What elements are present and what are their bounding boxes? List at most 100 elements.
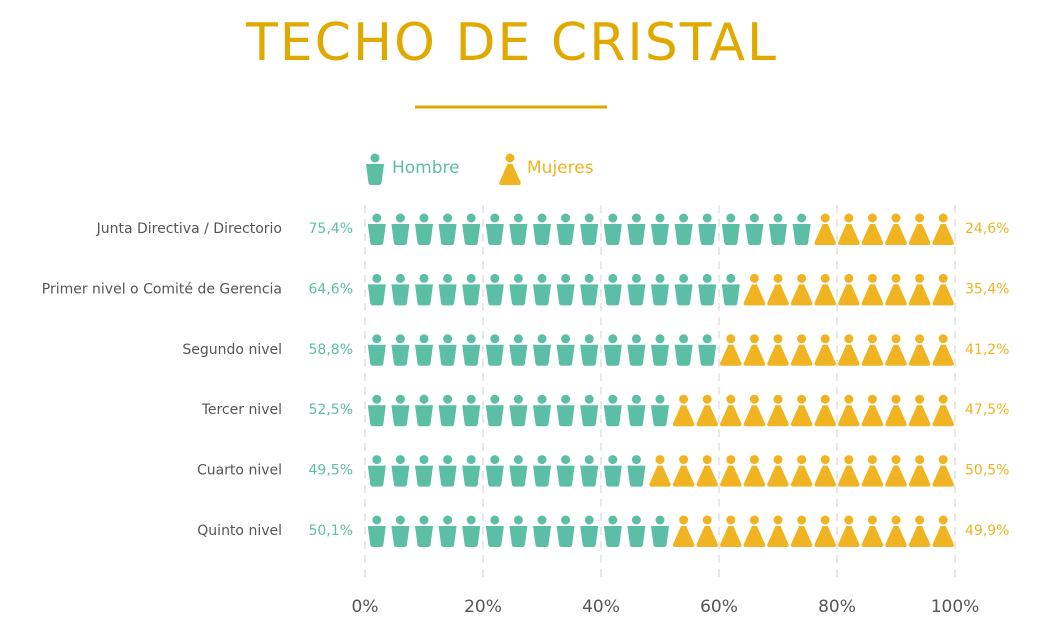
- man-icon-body: [366, 164, 384, 185]
- man-icon-body: [651, 284, 669, 306]
- man-icon-body: [698, 284, 717, 306]
- woman-icon-body: [814, 405, 836, 427]
- woman-icon-body: [861, 284, 884, 306]
- man-icon-body: [391, 405, 410, 427]
- man-icon-body: [556, 526, 575, 547]
- man-icon-head: [584, 273, 594, 283]
- woman-icon-body: [861, 405, 884, 427]
- woman-icon-head: [679, 394, 689, 404]
- man-icon-head: [537, 394, 547, 404]
- woman-icon-body: [743, 344, 766, 366]
- man-icon-head: [608, 394, 618, 404]
- man-icon-head: [419, 515, 429, 525]
- man-icon-body: [438, 465, 457, 487]
- woman-icon-head: [891, 334, 901, 344]
- woman-icon-body: [838, 344, 860, 366]
- woman-icon-head: [891, 213, 901, 223]
- man-icon-body: [462, 344, 481, 366]
- woman-icon-head: [797, 515, 807, 525]
- woman-icon-head: [726, 334, 736, 344]
- man-icon-head: [561, 213, 571, 223]
- man-icon-head: [513, 213, 523, 223]
- bar-segment: [672, 394, 954, 427]
- bar-segment: [720, 334, 954, 366]
- man-icon-head: [395, 455, 405, 465]
- x-tick-label: 100%: [931, 597, 980, 617]
- man-icon-head: [466, 273, 476, 283]
- man-icon-head: [443, 334, 453, 344]
- woman-icon-head: [867, 394, 877, 404]
- man-icon-body: [509, 526, 528, 547]
- woman-icon-body: [932, 465, 954, 487]
- woman-icon-body: [790, 526, 813, 547]
- man-icon-head: [631, 394, 641, 404]
- man-icon-body: [367, 224, 386, 245]
- woman-icon-body: [932, 284, 954, 306]
- man-icon-head: [584, 394, 594, 404]
- woman-icon-head: [773, 394, 783, 404]
- man-icon-head: [631, 334, 641, 344]
- woman-icon-head: [820, 334, 830, 344]
- man-icon-head: [655, 213, 665, 223]
- woman-icon-body: [720, 405, 742, 427]
- man-icon-body: [415, 224, 433, 245]
- woman-icon-head: [749, 394, 759, 404]
- woman-icon-head: [891, 273, 901, 283]
- man-icon-body: [438, 405, 457, 427]
- man-icon-body: [674, 344, 693, 366]
- man-icon-body: [415, 465, 433, 487]
- man-icon-body: [391, 344, 410, 366]
- man-icon-body: [580, 344, 599, 366]
- man-icon-body: [438, 284, 457, 306]
- woman-icon-head: [702, 515, 712, 525]
- woman-icon-body: [814, 465, 836, 487]
- man-icon-body: [438, 526, 457, 547]
- value-label: 49,5%: [309, 463, 353, 479]
- woman-icon-body: [861, 526, 884, 547]
- man-icon-body: [674, 224, 693, 245]
- man-icon-head: [797, 213, 807, 223]
- woman-icon-body: [838, 526, 860, 547]
- man-icon-head: [466, 394, 476, 404]
- man-icon-head: [679, 273, 689, 283]
- man-icon-body: [651, 405, 669, 427]
- x-tick-label: 60%: [700, 597, 738, 617]
- man-icon-head: [513, 334, 523, 344]
- woman-icon-head: [726, 455, 736, 465]
- woman-icon-body: [932, 224, 954, 245]
- woman-icon-body: [814, 526, 836, 547]
- man-icon-body: [367, 465, 386, 487]
- man-icon-head: [372, 515, 382, 525]
- woman-icon-body: [838, 224, 860, 245]
- woman-icon-head: [820, 213, 830, 223]
- man-icon-head: [584, 213, 594, 223]
- man-icon-body: [627, 224, 646, 245]
- woman-icon-head: [726, 515, 736, 525]
- woman-icon-head: [797, 334, 807, 344]
- woman-icon-body: [932, 526, 954, 547]
- woman-icon-head: [938, 273, 948, 283]
- woman-icon-body: [885, 224, 907, 245]
- man-icon-body: [627, 284, 646, 306]
- woman-icon-head: [891, 455, 901, 465]
- man-icon-head: [561, 515, 571, 525]
- man-icon-body: [651, 224, 669, 245]
- woman-icon-head: [820, 455, 830, 465]
- man-icon-head: [419, 455, 429, 465]
- man-icon-body: [367, 284, 386, 306]
- man-icon-head: [419, 394, 429, 404]
- man-icon-body: [509, 465, 528, 487]
- man-icon-body: [509, 405, 528, 427]
- man-icon-head: [490, 394, 500, 404]
- man-icon-body: [556, 224, 575, 245]
- woman-icon-head: [915, 273, 925, 283]
- woman-icon-body: [696, 405, 718, 427]
- man-icon-body: [674, 284, 693, 306]
- man-icon-body: [556, 405, 575, 427]
- man-icon-body: [509, 224, 528, 245]
- man-icon-head: [372, 394, 382, 404]
- man-icon-head: [513, 394, 523, 404]
- man-icon-head: [443, 394, 453, 404]
- woman-icon-body: [767, 526, 789, 547]
